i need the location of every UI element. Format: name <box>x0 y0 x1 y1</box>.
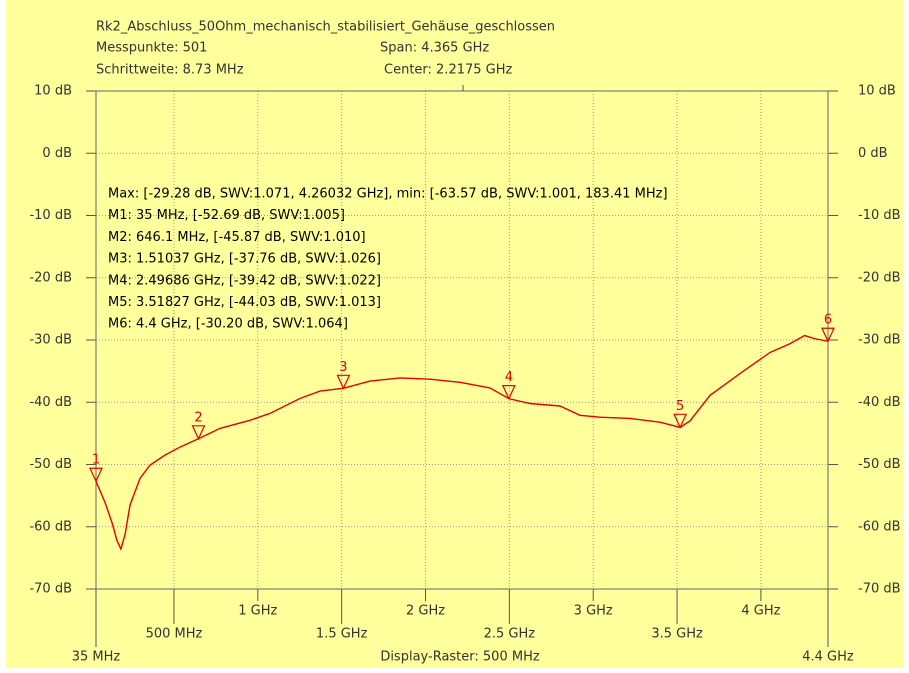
background <box>6 0 903 668</box>
marker <box>89 467 103 483</box>
marker <box>821 327 835 343</box>
marker-label: 6 <box>824 313 832 328</box>
x-tick-label: 1.5 GHz <box>316 627 368 642</box>
x-tick-label: 2 GHz <box>406 604 445 619</box>
header-text: Center: 2.2175 GHz <box>384 63 513 78</box>
y-tick-label: -10 dB <box>29 208 72 223</box>
y2-tick-label: 0 dB <box>858 146 888 161</box>
x-tick-label: 35 MHz <box>72 650 121 665</box>
y-tick-label: -30 dB <box>29 333 72 348</box>
y2-tick-label: 10 dB <box>858 84 896 99</box>
header-text: Messpunkte: 501 <box>96 41 207 56</box>
header-text: Schrittweite: 8.73 MHz <box>96 63 244 78</box>
y2-tick-label: -20 dB <box>858 270 901 285</box>
y-tick-label: 10 dB <box>34 84 72 99</box>
marker <box>191 425 206 441</box>
marker <box>501 385 516 401</box>
x-tick-label: 4 GHz <box>741 604 780 619</box>
y2-tick-label: -40 dB <box>858 395 901 410</box>
y2-tick-label: -10 dB <box>858 208 901 223</box>
x-tick-label: 500 MHz <box>146 627 203 642</box>
footer: Display-Raster: 500 MHz <box>380 650 540 665</box>
chart-title: Rk2_Abschluss_50Ohm_mechanisch_stabilisi… <box>96 20 555 35</box>
y-tick-label: -60 dB <box>29 519 72 534</box>
y2-tick-label: -70 dB <box>858 582 901 597</box>
y2-tick-label: -30 dB <box>858 333 901 348</box>
annotation: Max: [-29.28 dB, SWV:1.071, 4.26032 GHz]… <box>108 187 668 202</box>
marker-label: 3 <box>339 360 347 375</box>
y-tick-label: -50 dB <box>29 457 72 472</box>
marker-label: 5 <box>676 399 684 414</box>
y2-tick-label: -60 dB <box>858 519 901 534</box>
marker-label: 4 <box>505 370 513 385</box>
x-tick-label: 2.5 GHz <box>484 627 536 642</box>
y2-tick-label: -50 dB <box>858 457 901 472</box>
trace <box>95 334 829 551</box>
annotation: M6: 4.4 GHz, [-30.20 dB, SWV:1.064] <box>108 317 348 332</box>
x-tick-label: 4.4 GHz <box>802 650 854 665</box>
annotation: M5: 3.51827 GHz, [-44.03 dB, SWV:1.013] <box>108 295 381 310</box>
annotation: M1: 35 MHz, [-52.69 dB, SWV:1.005] <box>108 208 345 223</box>
y-tick-label: -70 dB <box>29 582 72 597</box>
x-tick-label: 3.5 GHz <box>651 627 703 642</box>
x-tick-label: 1 GHz <box>238 604 277 619</box>
marker <box>673 413 688 429</box>
header-text: Span: 4.365 GHz <box>380 41 489 56</box>
y-tick-label: -40 dB <box>29 395 72 410</box>
annotation: M4: 2.49686 GHz, [-39.42 dB, SWV:1.022] <box>108 273 381 288</box>
annotation: M3: 1.51037 GHz, [-37.76 dB, SWV:1.026] <box>108 252 381 267</box>
y-tick-label: -20 dB <box>29 270 72 285</box>
marker-label: 2 <box>194 410 202 425</box>
y-tick-label: 0 dB <box>42 146 72 161</box>
marker-label: 1 <box>92 453 100 468</box>
x-tick-label: 3 GHz <box>574 604 613 619</box>
marker <box>336 374 351 390</box>
annotation: M2: 646.1 MHz, [-45.87 dB, SWV:1.010] <box>108 230 366 245</box>
